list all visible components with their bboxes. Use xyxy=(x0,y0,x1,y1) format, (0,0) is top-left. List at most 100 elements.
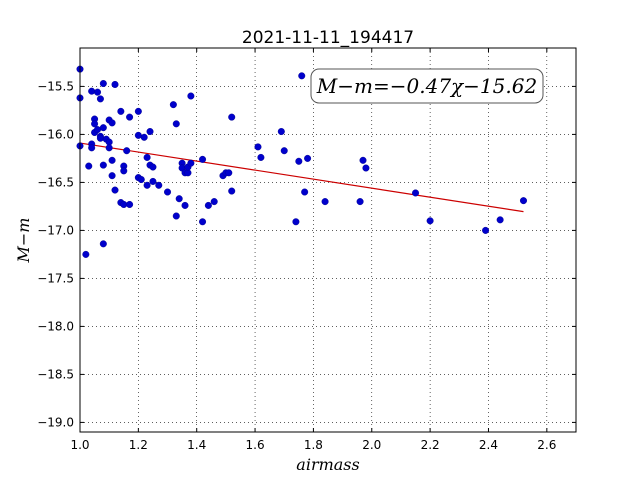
y-axis-label: M−m xyxy=(14,218,33,264)
data-point xyxy=(96,134,104,142)
data-point xyxy=(117,107,125,115)
data-point xyxy=(108,172,116,180)
y-tick-label: −16.0 xyxy=(37,127,74,141)
plot-frame xyxy=(79,47,577,433)
axis-ticks xyxy=(79,48,576,432)
data-point xyxy=(304,154,312,162)
data-point xyxy=(199,155,207,163)
y-tick-label: −17.5 xyxy=(37,271,74,285)
data-point xyxy=(126,113,134,121)
data-point xyxy=(169,101,177,109)
data-point xyxy=(140,133,148,141)
y-tick-label: −17.0 xyxy=(37,223,74,237)
data-point xyxy=(225,169,233,177)
data-point xyxy=(108,156,116,164)
chart-title: 2021-11-11_194417 xyxy=(242,28,414,48)
y-tick-label: −19.0 xyxy=(37,415,74,429)
data-point xyxy=(187,159,195,167)
data-point xyxy=(228,113,236,121)
data-point xyxy=(228,187,236,195)
data-point xyxy=(120,200,128,208)
data-point xyxy=(155,181,163,189)
data-point xyxy=(149,163,157,171)
data-point xyxy=(172,212,180,220)
x-tick-label: 2.4 xyxy=(479,438,498,452)
data-point xyxy=(172,120,180,128)
y-tick-label: −18.0 xyxy=(37,319,74,333)
data-point xyxy=(94,88,102,96)
fit-line xyxy=(79,142,524,213)
data-point xyxy=(91,120,99,128)
data-point xyxy=(99,240,107,248)
data-point xyxy=(126,200,134,208)
x-tick-label: 1.6 xyxy=(246,438,265,452)
data-point xyxy=(164,188,172,196)
data-point xyxy=(143,153,151,161)
data-point xyxy=(88,144,96,152)
y-tick-label: −16.5 xyxy=(37,175,74,189)
x-tick-label: 2.2 xyxy=(421,438,440,452)
equation-annotation: M−m=−0.47χ−15.62 xyxy=(310,68,544,104)
tick-labels: 1.0 1.2 1.4 1.6 1.8 2.0 2.2 2.4 2.6 −15.5 −16.0 −16… xyxy=(37,79,556,452)
data-point xyxy=(108,119,116,127)
data-point xyxy=(99,124,107,132)
data-point xyxy=(362,164,370,172)
data-point xyxy=(85,162,93,170)
data-point xyxy=(111,186,119,194)
data-point xyxy=(210,198,218,206)
data-point xyxy=(111,80,119,88)
data-point xyxy=(88,87,96,95)
data-point xyxy=(298,72,306,80)
data-point xyxy=(519,197,527,205)
data-point xyxy=(99,161,107,169)
data-point xyxy=(356,198,364,206)
data-point xyxy=(123,147,131,155)
data-point xyxy=(412,189,420,197)
grid-lines xyxy=(79,48,576,432)
data-point xyxy=(120,167,128,175)
data-point xyxy=(143,181,151,189)
data-point xyxy=(175,195,183,203)
data-point xyxy=(181,201,189,209)
data-point xyxy=(321,198,329,206)
data-point xyxy=(359,156,367,164)
data-point xyxy=(105,144,113,152)
data-point xyxy=(149,177,157,185)
equation-text: M−m=−0.47χ−15.62 xyxy=(316,74,537,98)
data-point xyxy=(482,226,490,234)
y-tick-label: −18.5 xyxy=(37,367,74,381)
data-point xyxy=(257,153,265,161)
data-point xyxy=(99,80,107,88)
x-tick-label: 1.2 xyxy=(129,438,148,452)
data-point xyxy=(292,218,300,226)
y-tick-label: −15.5 xyxy=(37,79,74,93)
data-point xyxy=(277,128,285,136)
x-axis-label: airmass xyxy=(296,455,359,474)
data-point xyxy=(187,92,195,100)
data-point xyxy=(254,143,262,151)
equation-box xyxy=(310,68,544,104)
data-point xyxy=(426,217,434,225)
x-tick-label: 1.0 xyxy=(70,438,89,452)
data-point xyxy=(82,250,90,258)
data-point xyxy=(134,107,142,115)
data-points-layer xyxy=(76,65,527,258)
data-point xyxy=(94,126,102,134)
x-tick-label: 1.8 xyxy=(304,438,323,452)
data-point xyxy=(295,157,303,165)
data-point xyxy=(146,128,154,136)
data-point xyxy=(137,176,145,184)
data-point xyxy=(496,216,504,224)
x-tick-label: 2.0 xyxy=(362,438,381,452)
data-point xyxy=(301,188,309,196)
x-tick-label: 1.4 xyxy=(187,438,206,452)
data-point xyxy=(96,95,104,103)
data-point xyxy=(134,131,142,139)
data-point xyxy=(280,147,288,155)
data-point xyxy=(204,201,212,209)
fit-line-layer xyxy=(79,142,524,213)
x-tick-label: 2.6 xyxy=(537,438,556,452)
data-point xyxy=(199,218,207,226)
